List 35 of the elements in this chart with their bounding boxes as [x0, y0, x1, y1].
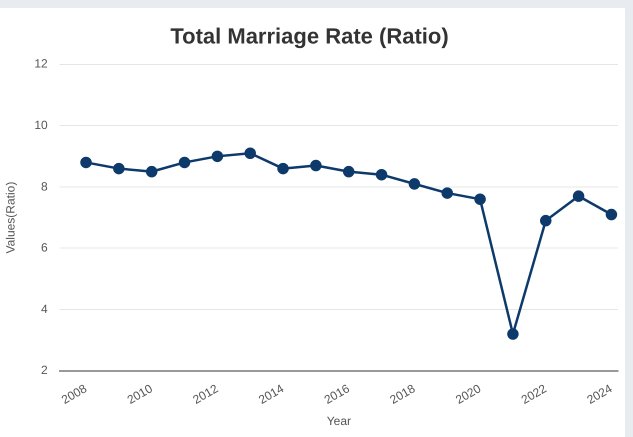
x-tick-label: 2018: [387, 381, 418, 407]
point: [474, 193, 486, 205]
point: [507, 328, 519, 340]
x-tick-label: 2010: [124, 381, 156, 407]
point: [80, 156, 92, 168]
y-tick-label: 2: [41, 363, 48, 378]
x-tick-label: 2014: [256, 381, 286, 407]
point: [342, 166, 354, 178]
point: [310, 160, 322, 172]
x-tick-label: 2024: [584, 381, 615, 407]
point: [277, 162, 289, 174]
point: [441, 187, 453, 199]
x-tick-label: 2020: [453, 381, 484, 407]
x-tick-label: 2012: [190, 381, 221, 407]
point: [146, 166, 158, 178]
y-axis-title: Values(Ratio): [4, 182, 18, 254]
y-tick-label: 8: [41, 179, 48, 194]
y-tick-label: 4: [41, 302, 48, 316]
x-axis-title: Year: [326, 414, 351, 428]
point: [376, 168, 388, 180]
point: [540, 214, 552, 226]
point: [113, 162, 125, 174]
point: [408, 178, 420, 190]
point: [606, 208, 618, 220]
y-tick-label: 10: [34, 118, 48, 132]
point: [178, 156, 190, 168]
point: [212, 150, 224, 162]
y-tick-label: 12: [34, 56, 48, 71]
x-tick-label: 2022: [518, 381, 550, 407]
point: [572, 190, 584, 202]
x-tick-label: 2008: [59, 381, 90, 407]
point: [244, 148, 256, 159]
x-tick-label: 2016: [322, 381, 352, 407]
chart-title: Total Marriage Rate (Ratio): [170, 23, 449, 48]
y-tick-label: 6: [41, 240, 48, 255]
